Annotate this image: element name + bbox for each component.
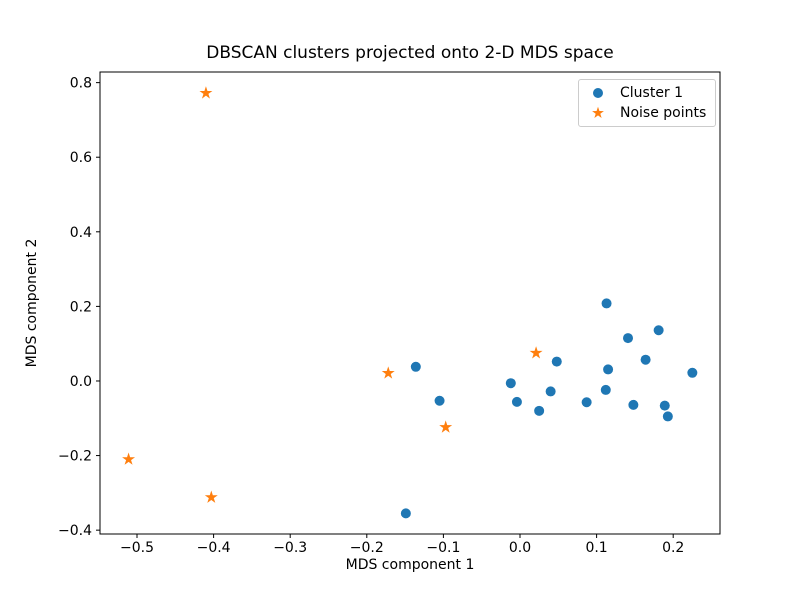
data-point-cluster-1 bbox=[628, 399, 639, 410]
y-tick-label: −0.2 bbox=[58, 449, 92, 465]
y-tick-label: 0.6 bbox=[70, 150, 92, 166]
x-tick-label: 0.0 bbox=[509, 540, 531, 556]
data-point-cluster-1 bbox=[603, 364, 614, 375]
data-point-cluster-1 bbox=[511, 396, 522, 407]
data-point-cluster-1 bbox=[662, 411, 673, 422]
data-point-cluster-1 bbox=[505, 378, 516, 389]
y-tick-label: 0.0 bbox=[70, 374, 92, 390]
data-point-cluster-1 bbox=[600, 384, 611, 395]
data-point-cluster-1 bbox=[623, 333, 633, 344]
data-point-cluster-1 bbox=[581, 397, 592, 408]
data-point-cluster-1 bbox=[659, 400, 670, 411]
data-point-cluster-1 bbox=[534, 405, 545, 416]
x-axis-label: MDS component 1 bbox=[345, 557, 475, 573]
data-point-cluster-1 bbox=[434, 395, 445, 406]
y-tick-label: 0.2 bbox=[70, 299, 92, 315]
data-point-noise-points bbox=[439, 420, 453, 433]
y-axis-label: MDS component 2 bbox=[24, 238, 40, 368]
data-point-noise-points bbox=[199, 86, 213, 99]
data-point-noise-points bbox=[381, 366, 395, 379]
data-point-noise-points bbox=[122, 452, 136, 465]
noise-points-marker-icon bbox=[592, 106, 604, 119]
x-tick-label: −0.5 bbox=[120, 540, 154, 556]
data-point-cluster-1 bbox=[687, 367, 698, 378]
x-tick-label: −0.1 bbox=[426, 540, 460, 556]
legend-entry-cluster-1: Cluster 1 bbox=[587, 83, 708, 103]
x-tick-label: 0.1 bbox=[585, 540, 607, 556]
y-tick-label: 0.8 bbox=[70, 76, 92, 92]
x-tick-label: 0.2 bbox=[662, 540, 684, 556]
star-glyph bbox=[592, 106, 604, 119]
data-point-cluster-1 bbox=[400, 508, 411, 519]
cluster-1-marker-icon bbox=[593, 88, 603, 98]
x-tick-label: −0.3 bbox=[273, 540, 307, 556]
x-tick-label: −0.2 bbox=[350, 540, 384, 556]
data-point-cluster-1 bbox=[551, 356, 562, 367]
data-point-cluster-1 bbox=[410, 361, 421, 372]
chart-title: DBSCAN clusters projected onto 2-D MDS s… bbox=[206, 43, 614, 63]
y-tick-label: 0.4 bbox=[70, 225, 92, 241]
data-point-cluster-1 bbox=[653, 325, 664, 336]
legend-label-cluster-1: Cluster 1 bbox=[620, 85, 684, 101]
data-point-noise-points bbox=[529, 346, 543, 359]
legend: Cluster 1 Noise points bbox=[578, 79, 716, 127]
x-tick-label: −0.4 bbox=[197, 540, 231, 556]
y-tick-label: −0.4 bbox=[58, 523, 92, 539]
data-point-cluster-1 bbox=[601, 298, 612, 309]
legend-entry-noise-points: Noise points bbox=[587, 103, 708, 123]
data-point-cluster-1 bbox=[545, 386, 556, 397]
axes-spines bbox=[99, 71, 721, 535]
data-point-noise-points bbox=[204, 490, 218, 503]
legend-label-noise-points: Noise points bbox=[620, 105, 707, 121]
data-point-cluster-1 bbox=[640, 354, 651, 365]
